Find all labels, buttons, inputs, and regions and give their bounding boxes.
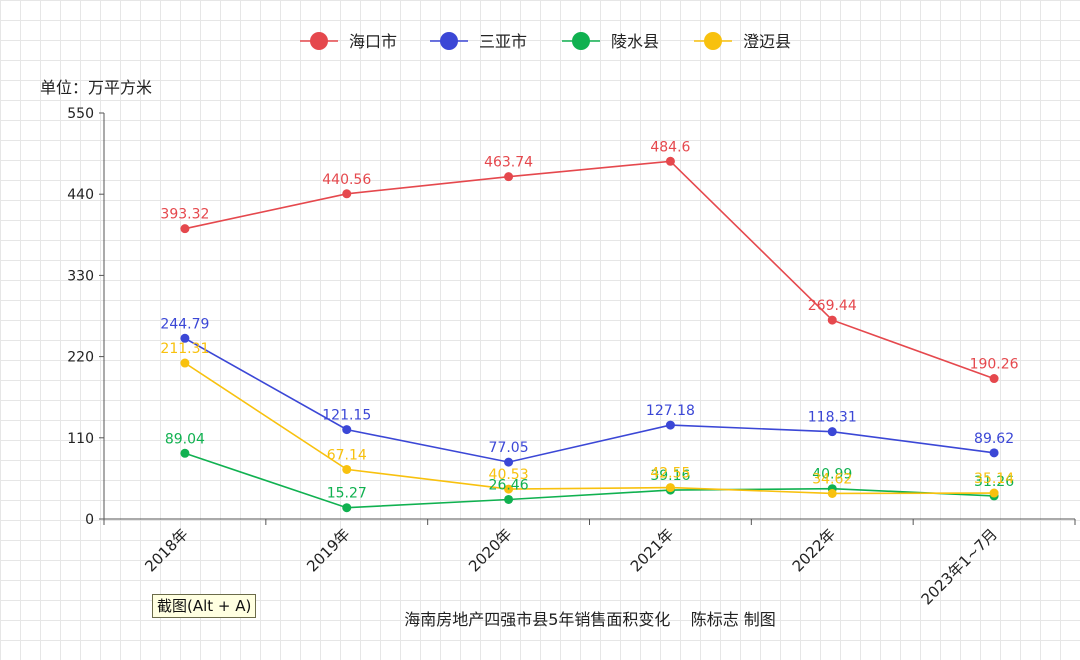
data-label: 15.27 <box>327 486 367 502</box>
legend-marker <box>704 32 722 50</box>
data-point <box>342 503 352 513</box>
data-point <box>665 483 675 493</box>
y-tick-label: 440 <box>67 187 94 203</box>
series-line <box>184 160 995 380</box>
data-label: 35.14 <box>974 471 1014 487</box>
data-label: 26.46 <box>489 477 529 493</box>
x-tick-label: 2020年 <box>465 525 515 575</box>
data-point <box>827 315 837 325</box>
data-label: 269.44 <box>808 298 857 314</box>
y-tick-label: 110 <box>67 431 94 447</box>
legend-label: 三亚市 <box>479 32 527 51</box>
data-point <box>180 224 190 234</box>
data-point <box>665 156 675 166</box>
data-label: 121.15 <box>322 408 371 424</box>
x-tick-label: 2022年 <box>789 525 839 575</box>
legend-marker <box>572 32 590 50</box>
data-label: 118.31 <box>808 410 857 426</box>
data-point <box>827 427 837 437</box>
data-point <box>989 374 999 384</box>
data-point <box>504 457 514 467</box>
legend-marker <box>310 32 328 50</box>
x-tick-label: 2021年 <box>627 525 677 575</box>
screenshot-tooltip: 截图(Alt + A) <box>152 594 257 618</box>
data-labels: 393.32 440.56 463.74 484.6 269.44 190.26 244.7… <box>160 139 1018 501</box>
legend-label: 澄迈县 <box>743 32 791 51</box>
data-point <box>342 464 352 474</box>
chart-caption: 海南房地产四强市县5年销售面积变化 陈标志 制图 <box>404 610 776 629</box>
x-tick-label: 2023年1~7月 <box>918 525 1001 608</box>
data-point <box>180 358 190 368</box>
data-label: 31.26 <box>974 474 1014 490</box>
y-tick-label: 550 <box>67 106 94 122</box>
data-label: 42.55 <box>650 466 690 482</box>
data-point <box>342 189 352 199</box>
data-label: 440.56 <box>322 172 371 188</box>
data-label: 244.79 <box>160 316 209 332</box>
data-point <box>504 172 514 182</box>
data-label: 40.99 <box>812 467 852 483</box>
series-line <box>184 337 995 463</box>
data-label: 39.16 <box>650 468 690 484</box>
series-lines <box>180 156 999 513</box>
series-line <box>184 452 995 509</box>
data-label: 190.26 <box>970 357 1019 373</box>
data-point <box>342 425 352 435</box>
data-point <box>180 448 190 458</box>
legend-label: 海口市 <box>349 32 397 51</box>
unit-label: 单位：万平方米 <box>40 78 152 97</box>
x-tick-label: 2019年 <box>303 525 353 575</box>
data-point <box>504 484 514 494</box>
data-label: 127.18 <box>646 403 695 419</box>
data-label: 77.05 <box>489 440 529 456</box>
data-point <box>180 333 190 343</box>
data-label: 67.14 <box>327 447 367 463</box>
data-label: 463.74 <box>484 155 533 171</box>
data-label: 89.04 <box>165 431 205 447</box>
y-tick-label: 330 <box>67 268 94 284</box>
data-point <box>504 494 514 504</box>
legend-label: 陵水县 <box>611 32 659 51</box>
data-label: 34.62 <box>812 471 852 487</box>
x-tick-label: 2018年 <box>141 525 191 575</box>
legend: 海口市 三亚市 陵水县 澄迈县 <box>300 32 791 51</box>
data-label: 89.62 <box>974 431 1014 447</box>
data-point <box>989 448 999 458</box>
data-label: 484.6 <box>650 139 690 155</box>
data-label: 393.32 <box>160 207 209 223</box>
legend-marker <box>440 32 458 50</box>
data-point <box>665 420 675 430</box>
data-point <box>989 488 999 498</box>
y-tick-label: 220 <box>67 350 94 366</box>
series-line <box>184 362 995 495</box>
data-label: 211.31 <box>160 341 209 357</box>
data-point <box>827 488 837 498</box>
y-tick-label: 0 <box>85 512 94 528</box>
data-label: 40.53 <box>489 467 529 483</box>
